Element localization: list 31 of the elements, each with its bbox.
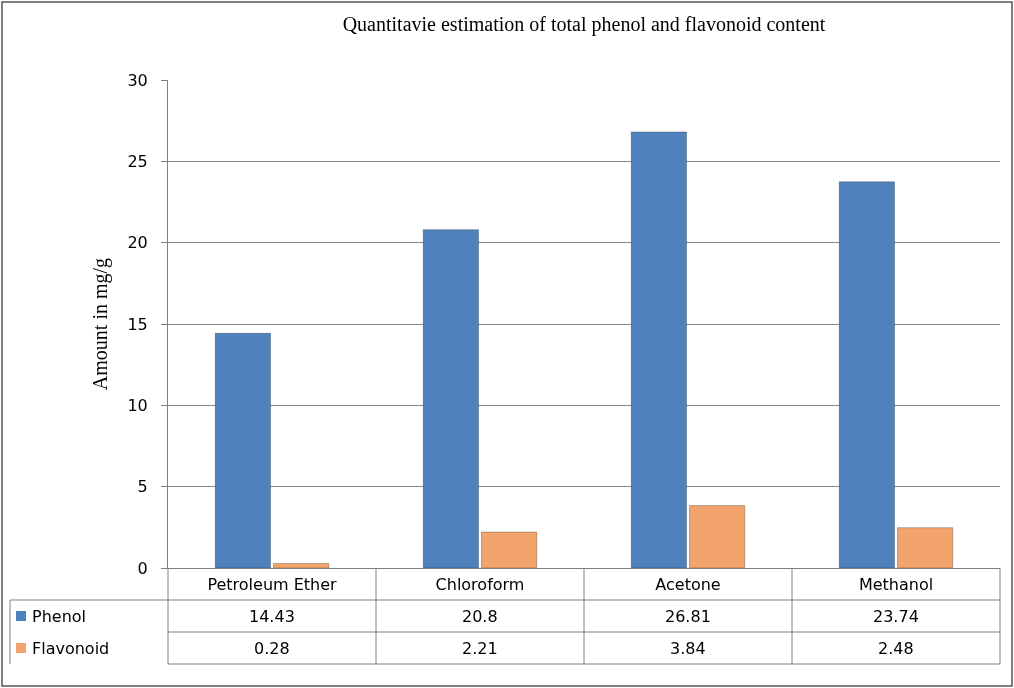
- x-tick-label: Chloroform: [435, 575, 525, 595]
- data-label: 14.43: [249, 607, 295, 626]
- data-label: 0.28: [254, 639, 290, 658]
- bar: [630, 131, 688, 568]
- bar: [896, 527, 954, 568]
- y-tick-label: 10: [127, 395, 148, 415]
- data-label: 23.74: [873, 607, 919, 626]
- legend-label: Flavonoid: [32, 639, 110, 658]
- x-tick-label: Methanol: [858, 575, 934, 595]
- x-tick-label: Petroleum Ether: [207, 575, 338, 595]
- y-tick-label: 30: [127, 70, 148, 90]
- y-axis-title: Amount in mg/g: [88, 257, 112, 391]
- data-label: 3.84: [670, 639, 706, 658]
- y-tick-label: 5: [137, 477, 148, 497]
- data-label: 26.81: [665, 607, 711, 626]
- y-tick-label: 20: [127, 233, 148, 253]
- data-label: 2.21: [462, 639, 498, 658]
- y-tick-label: 0: [137, 558, 148, 578]
- y-tick-label: 15: [127, 314, 148, 334]
- data-label: 20.8: [462, 607, 498, 626]
- bar: [272, 562, 330, 568]
- bar: [688, 505, 746, 568]
- bar: [214, 332, 272, 568]
- bar: [422, 229, 480, 568]
- data-label: 2.48: [878, 639, 914, 658]
- chart-title: Quantitavie estimation of total phenol and flavonoid content: [342, 13, 826, 37]
- x-tick-label: Acetone: [655, 575, 721, 595]
- bar: [480, 531, 538, 568]
- legend-label: Phenol: [32, 607, 87, 626]
- y-tick-label: 25: [127, 151, 148, 171]
- bar: [838, 181, 896, 568]
